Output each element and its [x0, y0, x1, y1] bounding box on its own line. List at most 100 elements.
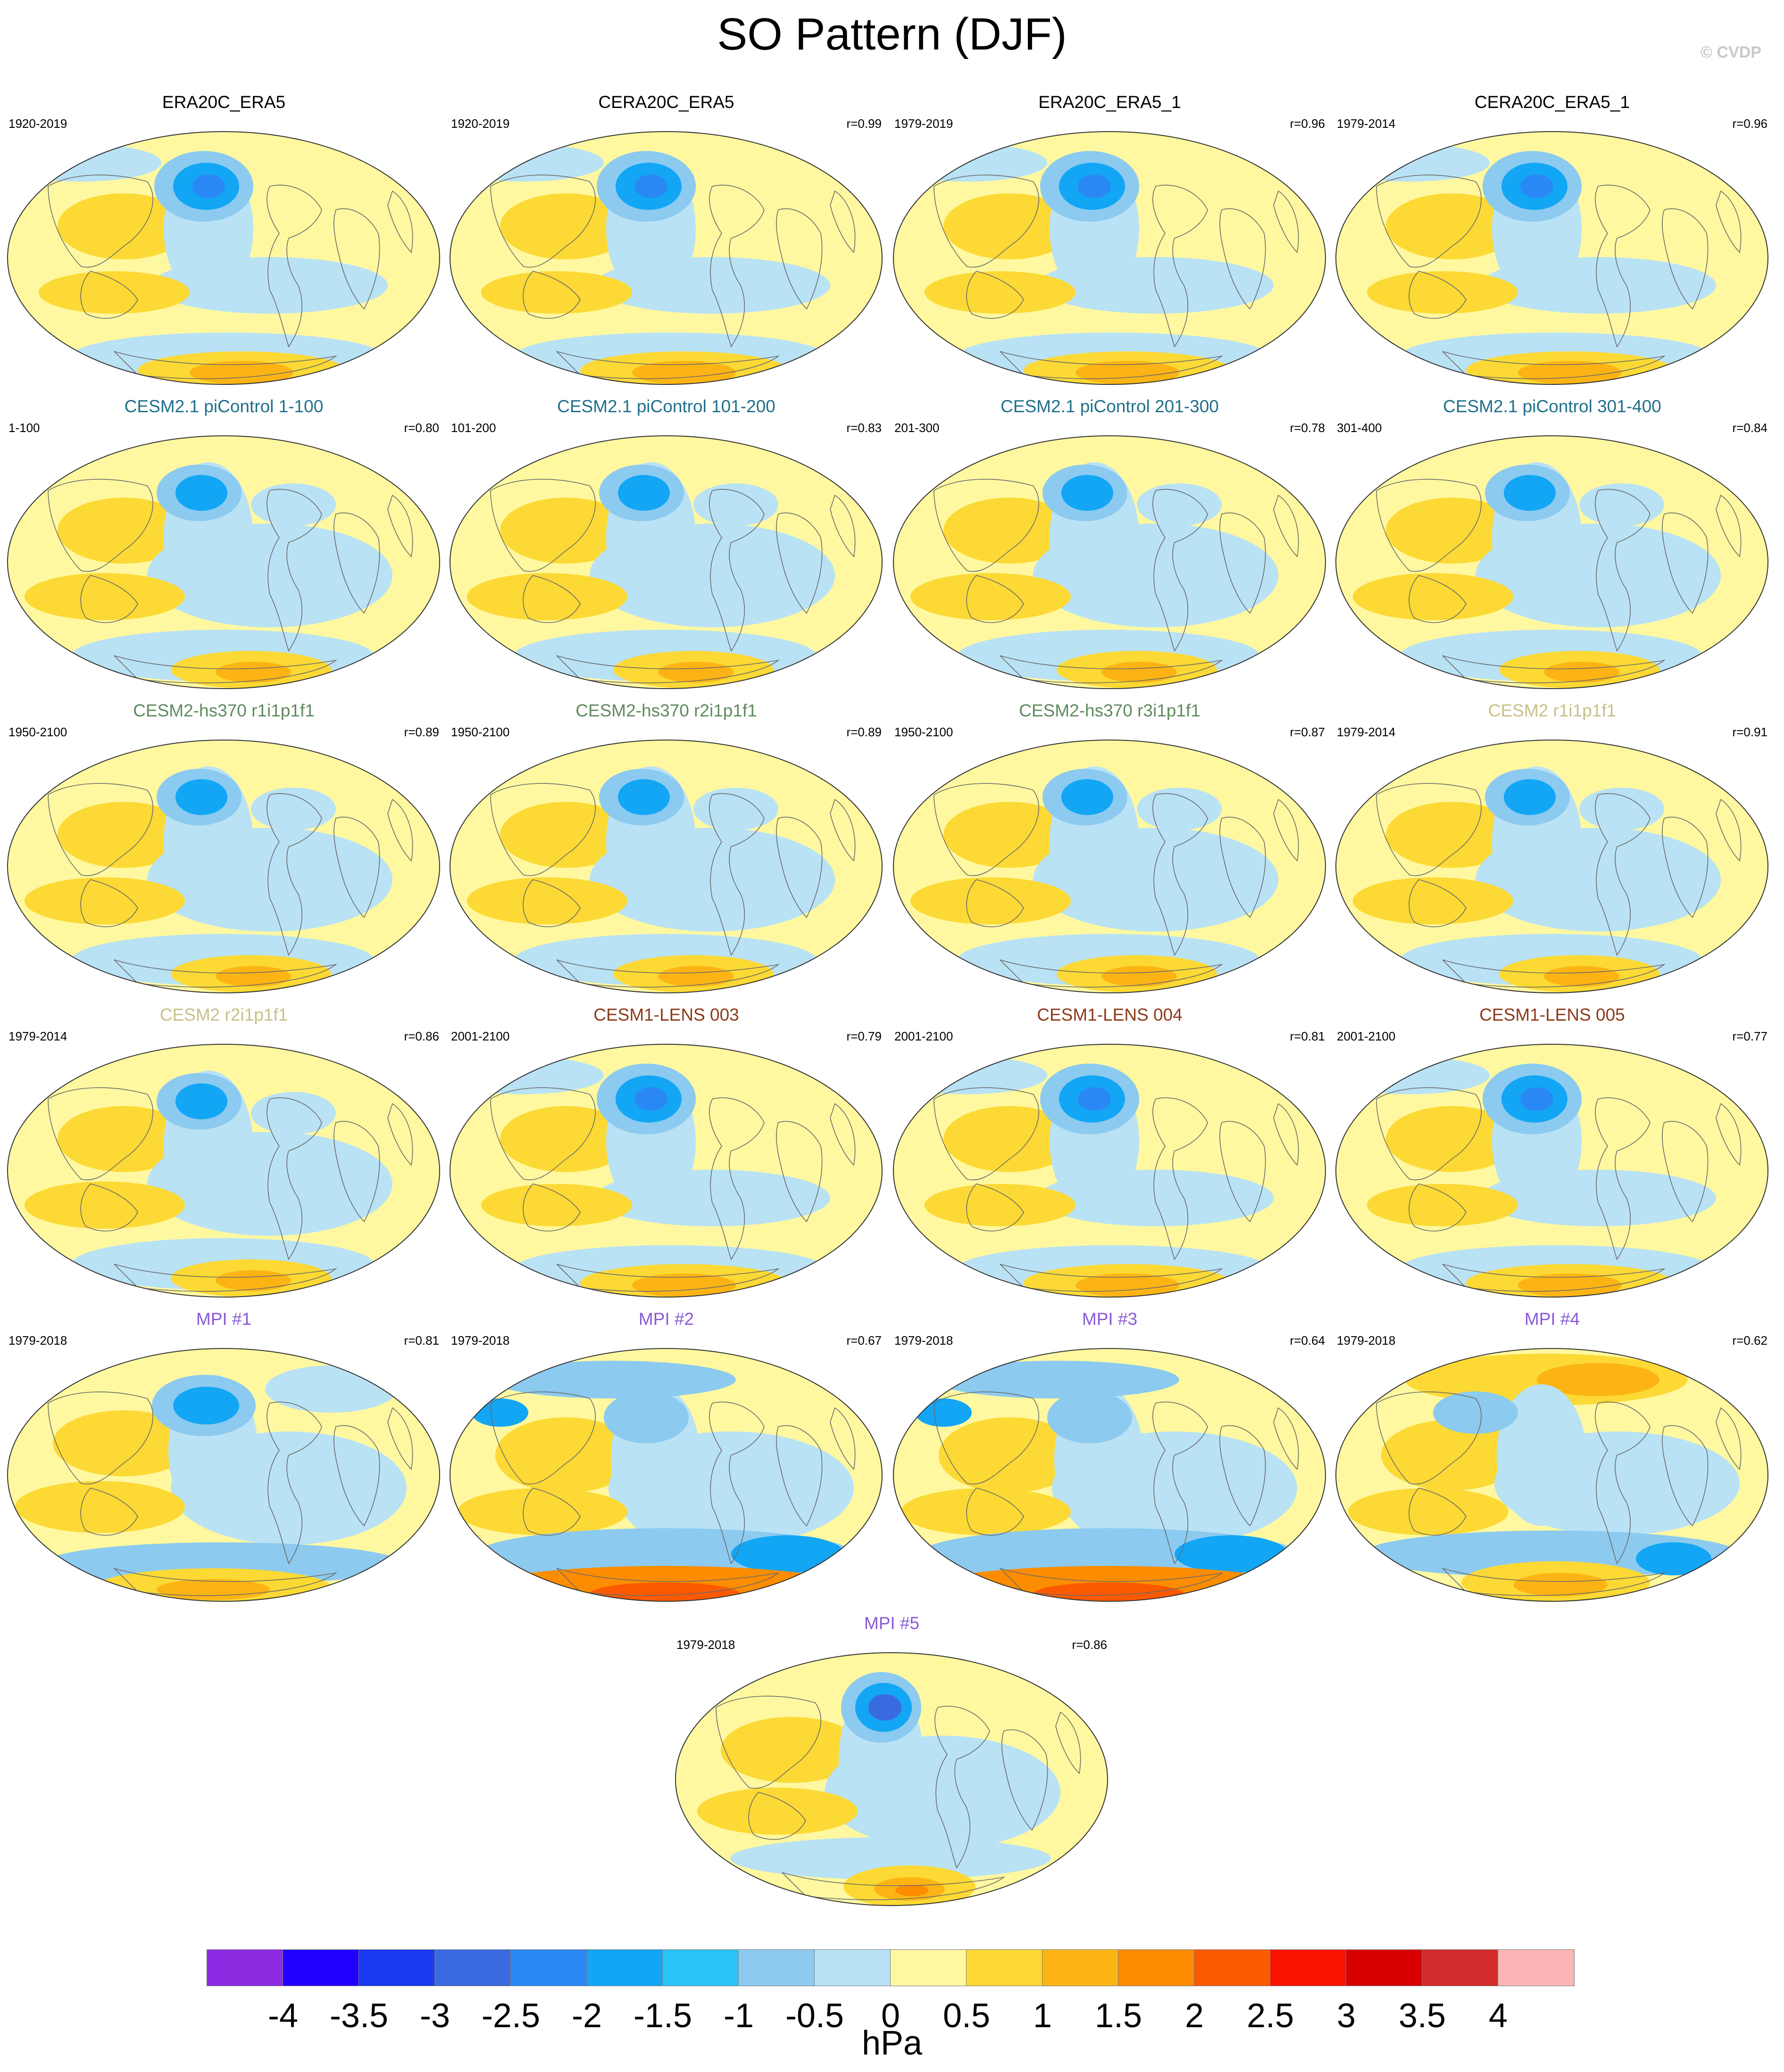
anomaly-contour — [721, 1717, 862, 1783]
anomaly-contour — [25, 573, 185, 620]
slp-pattern-map — [1335, 740, 1768, 993]
anomaly-contour — [1367, 271, 1518, 314]
coastline — [709, 184, 765, 348]
anomaly-contour — [1367, 1184, 1518, 1226]
colorbar-tick-label: -3.5 — [329, 1997, 389, 2035]
slp-pattern-map — [893, 1348, 1326, 1602]
coastline — [1442, 1264, 1666, 1292]
coastline — [80, 271, 138, 319]
slp-pattern-map — [450, 1044, 883, 1298]
coastline — [114, 959, 337, 988]
panel-correlation: r=0.79 — [846, 1029, 882, 1043]
anomaly-contour — [934, 1361, 1179, 1398]
coastline — [1376, 1391, 1482, 1485]
anomaly-contour — [481, 1184, 632, 1226]
slp-pattern-map — [7, 1044, 440, 1298]
coastline — [1152, 489, 1208, 652]
coastline — [1055, 1711, 1081, 1774]
coastline — [333, 512, 380, 614]
anomaly-contour — [1353, 877, 1513, 924]
anomaly-contour — [1137, 788, 1222, 830]
coastline — [1409, 1183, 1467, 1232]
colorbar-tick-label: -1 — [723, 1997, 754, 2035]
anomaly-contour — [634, 1087, 667, 1111]
anomaly-contour — [1061, 779, 1113, 815]
coastline — [1442, 959, 1666, 988]
map-outline — [450, 1044, 883, 1298]
anomaly-contour — [58, 1106, 190, 1172]
coastline — [48, 783, 153, 876]
map-panel: CESM1-LENS 004 2001-2100 r=0.81 — [892, 1005, 1328, 1306]
colorbar-swatch — [1270, 1949, 1347, 1986]
colorbar-swatch — [1194, 1949, 1271, 1986]
coastline — [48, 175, 153, 268]
panel-period: 1979-2018 — [1337, 1333, 1396, 1348]
slp-pattern-map — [450, 1348, 883, 1602]
anomaly-contour — [1579, 788, 1664, 830]
slp-pattern-map — [1335, 131, 1768, 385]
anomaly-contour — [39, 271, 190, 314]
map-outline — [675, 1652, 1108, 1906]
coastline — [830, 494, 856, 558]
map-panel: MPI #2 1979-2018 r=0.67 — [448, 1309, 884, 1611]
colorbar-tick-label: 2.5 — [1246, 1997, 1294, 2035]
anomaly-contour — [1348, 1488, 1509, 1535]
coastline — [709, 1097, 765, 1260]
coastline — [387, 190, 413, 253]
map-outline — [7, 131, 440, 385]
coastline — [523, 879, 581, 927]
anomaly-contour — [1078, 1087, 1111, 1111]
map-outline — [7, 1348, 440, 1602]
anomaly-contour — [1520, 1087, 1553, 1111]
slp-pattern-map — [675, 1652, 1108, 1906]
colorbar-swatch — [966, 1949, 1043, 1986]
map-panel: CESM1-LENS 005 2001-2100 r=0.77 — [1334, 1005, 1770, 1306]
coastline — [114, 1264, 337, 1292]
colorbar-swatch — [586, 1949, 663, 1986]
anomaly-contour — [265, 1365, 397, 1413]
colorbar-tick-label: -4 — [267, 1997, 299, 2035]
slp-pattern-map — [7, 1348, 440, 1602]
coastline — [1273, 799, 1299, 862]
panel-correlation: r=0.91 — [1732, 725, 1767, 739]
panel-period: 2001-2100 — [1337, 1029, 1396, 1043]
panel-period: 1950-2100 — [8, 725, 67, 739]
coastline — [1000, 655, 1223, 683]
coastline — [1376, 175, 1482, 268]
map-panel: CERA20C_ERA5_1 1979-2014 r=0.96 — [1334, 92, 1770, 394]
anomaly-contour — [1101, 662, 1177, 682]
coastline — [709, 489, 765, 652]
coastline — [1716, 190, 1742, 253]
panel-period: 301-400 — [1337, 421, 1382, 435]
anomaly-contour — [1078, 175, 1111, 198]
map-outline — [450, 1348, 883, 1602]
colorbar-swatch — [207, 1949, 283, 1986]
colorbar-swatch — [434, 1949, 511, 1986]
colorbar-swatch — [890, 1949, 967, 1986]
coastline — [830, 1103, 856, 1166]
anomaly-contour — [943, 802, 1075, 868]
anomaly-contour — [943, 1106, 1075, 1172]
coastline — [776, 1425, 823, 1527]
panel-correlation: r=0.77 — [1732, 1029, 1767, 1043]
coastline — [1716, 494, 1742, 558]
colorbar-tick-label: 0 — [881, 1997, 900, 2035]
panel-title: CESM2.1 piControl 101-200 — [557, 397, 775, 416]
anomaly-contour — [192, 175, 225, 198]
panel-period: 1950-2100 — [894, 725, 953, 739]
colorbar-swatch — [1346, 1949, 1423, 1986]
anomaly-contour — [1504, 779, 1556, 815]
slp-pattern-map — [893, 1044, 1326, 1298]
panel-title: CERA20C_ERA5_1 — [1474, 92, 1630, 112]
colorbar-swatch — [358, 1949, 435, 1986]
anomaly-contour — [693, 483, 778, 526]
anomaly-contour — [1353, 573, 1513, 620]
panel-title: CESM2 r1i1p1f1 — [1488, 701, 1617, 720]
coastline — [1152, 793, 1208, 956]
panel-period: 1979-2018 — [451, 1333, 510, 1348]
coastline — [80, 575, 138, 623]
coastline — [716, 1696, 821, 1789]
panel-title: CERA20C_ERA5 — [598, 92, 734, 112]
anomaly-contour — [500, 802, 632, 868]
colorbar-swatch — [1422, 1949, 1499, 1986]
